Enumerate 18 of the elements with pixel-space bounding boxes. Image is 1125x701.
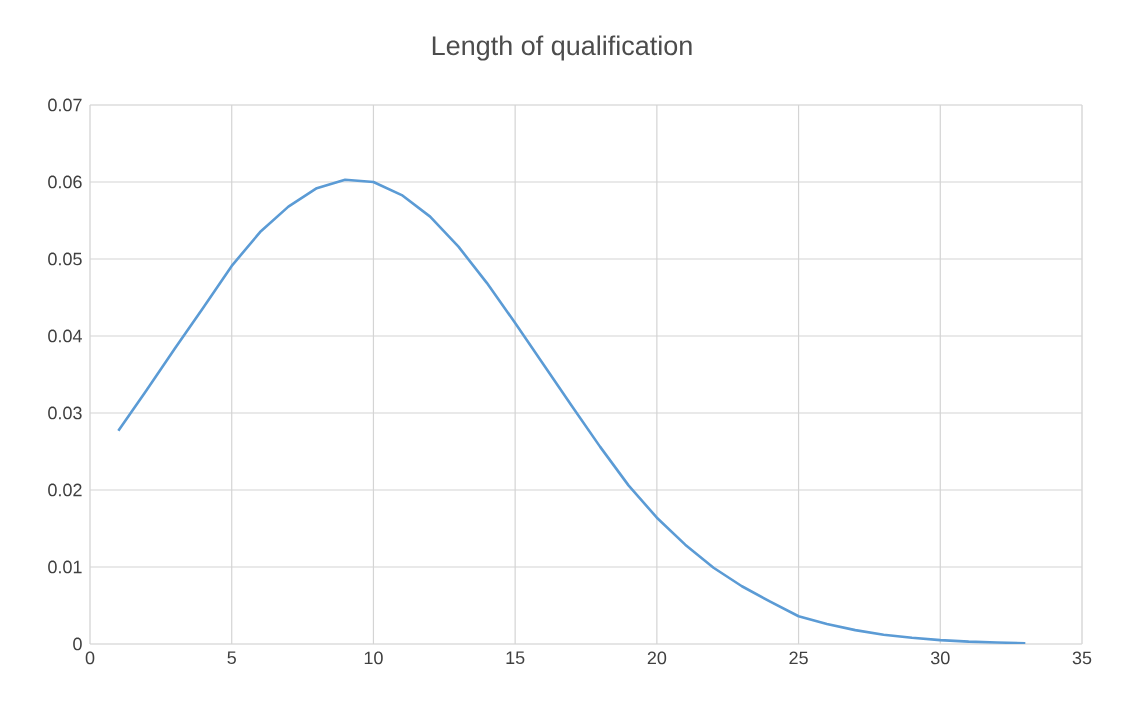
- line-series: [117, 178, 1027, 644]
- y-tick-label: 0.03: [48, 406, 82, 420]
- x-tick-label: 5: [227, 651, 236, 665]
- y-tick-label: 0.01: [48, 560, 82, 574]
- x-tick-label: 35: [1072, 651, 1092, 665]
- y-tick-label: 0.02: [48, 483, 82, 497]
- y-tick-label: 0.06: [48, 175, 82, 189]
- x-tick-label: 30: [930, 651, 950, 665]
- x-tick-label: 10: [364, 651, 383, 665]
- x-tick-label: 15: [506, 651, 525, 665]
- x-tick-label: 25: [789, 651, 808, 665]
- y-tick-label: 0.04: [48, 329, 82, 343]
- y-tick-label: 0: [73, 637, 82, 651]
- y-tick-label: 0.05: [48, 252, 82, 266]
- chart-title: Length of qualification: [432, 35, 692, 61]
- x-tick-label: 0: [85, 651, 95, 665]
- x-tick-label: 20: [647, 651, 667, 665]
- y-tick-label: 0.07: [48, 98, 82, 112]
